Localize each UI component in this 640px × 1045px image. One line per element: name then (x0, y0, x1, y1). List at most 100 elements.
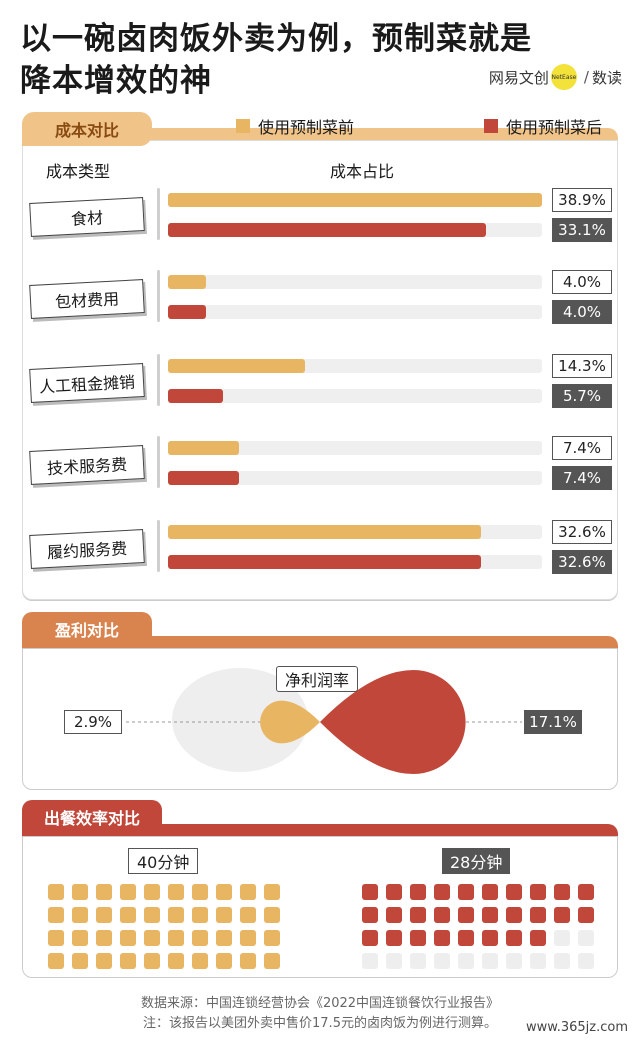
minute-square-filled (192, 884, 208, 900)
minute-square-filled (168, 907, 184, 923)
minute-square-filled (168, 930, 184, 946)
minute-square-filled (482, 907, 498, 923)
bar-after (168, 305, 206, 319)
minute-square-filled (506, 930, 522, 946)
minute-square-filled (48, 953, 64, 969)
value-label-before: 14.3% (552, 354, 612, 378)
bar-track (168, 275, 542, 289)
minute-square-filled (506, 884, 522, 900)
minute-square-filled (48, 884, 64, 900)
value-label-before: 4.0% (552, 270, 612, 294)
minute-square-filled (120, 930, 136, 946)
minute-square-filled (216, 907, 232, 923)
source-note: 数据来源：中国连锁经营协会《2022中国连锁餐饮行业报告》 (140, 996, 500, 1011)
legend-before: 使用预制菜前 (236, 114, 354, 138)
bar-track (168, 305, 542, 319)
minute-square-filled (216, 930, 232, 946)
legend-after: 使用预制菜后 (484, 114, 602, 138)
minute-square-empty (530, 953, 546, 969)
value-label-after: 33.1% (552, 218, 612, 242)
minute-square-filled (362, 884, 378, 900)
profit-after-value: 17.1% (524, 710, 582, 734)
column-header-type: 成本类型 (46, 162, 111, 181)
minute-square-filled (530, 907, 546, 923)
minute-square-filled (264, 953, 280, 969)
minute-square-filled (554, 884, 570, 900)
minute-square-filled (386, 930, 402, 946)
minute-square-filled (240, 884, 256, 900)
profit-before-value: 2.9% (64, 710, 122, 734)
minute-square-filled (482, 930, 498, 946)
minute-square-filled (192, 953, 208, 969)
value-label-before: 7.4% (552, 436, 612, 460)
minute-square-filled (96, 953, 112, 969)
minute-square-filled (168, 884, 184, 900)
minute-square-empty (482, 953, 498, 969)
efficiency-section-tab: 出餐效率对比 (22, 800, 162, 834)
minute-grid-after (362, 884, 594, 969)
minute-square-filled (216, 884, 232, 900)
brand-separator: / (583, 68, 589, 86)
cost-section-tab: 成本对比 (22, 112, 152, 146)
bar-after (168, 389, 223, 403)
bar-before (168, 193, 542, 207)
minute-square-filled (120, 953, 136, 969)
bar-track (168, 471, 542, 485)
minute-square-empty (554, 953, 570, 969)
value-label-after: 5.7% (552, 384, 612, 408)
minute-square-filled (216, 953, 232, 969)
minute-square-filled (192, 930, 208, 946)
value-label-after: 4.0% (552, 300, 612, 324)
minute-square-empty (458, 953, 474, 969)
minute-square-empty (362, 953, 378, 969)
minute-square-filled (434, 930, 450, 946)
minute-square-filled (410, 884, 426, 900)
minute-square-filled (144, 884, 160, 900)
minute-square-filled (48, 930, 64, 946)
minute-square-filled (144, 953, 160, 969)
time-label-before: 40分钟 (128, 848, 199, 874)
brand-name-1: 网易文创 (488, 68, 549, 87)
footnote: 注：该报告以美团外卖中售价17.5元的卤肉饭为例进行测算。 (143, 1016, 497, 1031)
minute-square-filled (72, 907, 88, 923)
minute-square-filled (240, 953, 256, 969)
minute-square-filled (530, 884, 546, 900)
minute-square-filled (386, 907, 402, 923)
minute-square-filled (264, 907, 280, 923)
minute-square-filled (554, 907, 570, 923)
bar-track (168, 389, 542, 403)
minute-square-filled (48, 907, 64, 923)
minute-square-filled (240, 907, 256, 923)
minute-square-filled (72, 930, 88, 946)
minute-square-filled (264, 884, 280, 900)
brand-name-2: 数读 (591, 68, 622, 87)
legend-label-before: 使用预制菜前 (258, 118, 355, 137)
bar-before (168, 275, 206, 289)
bar-before (168, 359, 305, 373)
legend-swatch-after (484, 119, 498, 133)
bar-after (168, 555, 481, 569)
profit-center-label: 净利润率 (276, 666, 359, 692)
minute-square-empty (410, 953, 426, 969)
minute-square-filled (362, 907, 378, 923)
minute-square-filled (482, 884, 498, 900)
minute-square-empty (578, 953, 594, 969)
efficiency-section-band (22, 824, 618, 838)
title-line-2: 降本增效的神 (20, 63, 212, 99)
minute-square-filled (72, 953, 88, 969)
bar-after (168, 223, 486, 237)
title-line-1: 以一碗卤肉饭外卖为例，预制菜就是 (20, 21, 532, 57)
minute-square-filled (362, 930, 378, 946)
legend-swatch-before (236, 119, 250, 133)
category-divider (157, 354, 160, 406)
category-label: 人工租金摊销 (29, 363, 145, 403)
value-label-after: 7.4% (552, 466, 612, 490)
minute-square-filled (168, 953, 184, 969)
minute-square-filled (96, 884, 112, 900)
minute-square-filled (458, 884, 474, 900)
bar-before (168, 525, 481, 539)
value-label-before: 38.9% (552, 188, 612, 212)
category-label: 食材 (29, 197, 145, 237)
minute-square-empty (554, 930, 570, 946)
minute-square-empty (506, 953, 522, 969)
